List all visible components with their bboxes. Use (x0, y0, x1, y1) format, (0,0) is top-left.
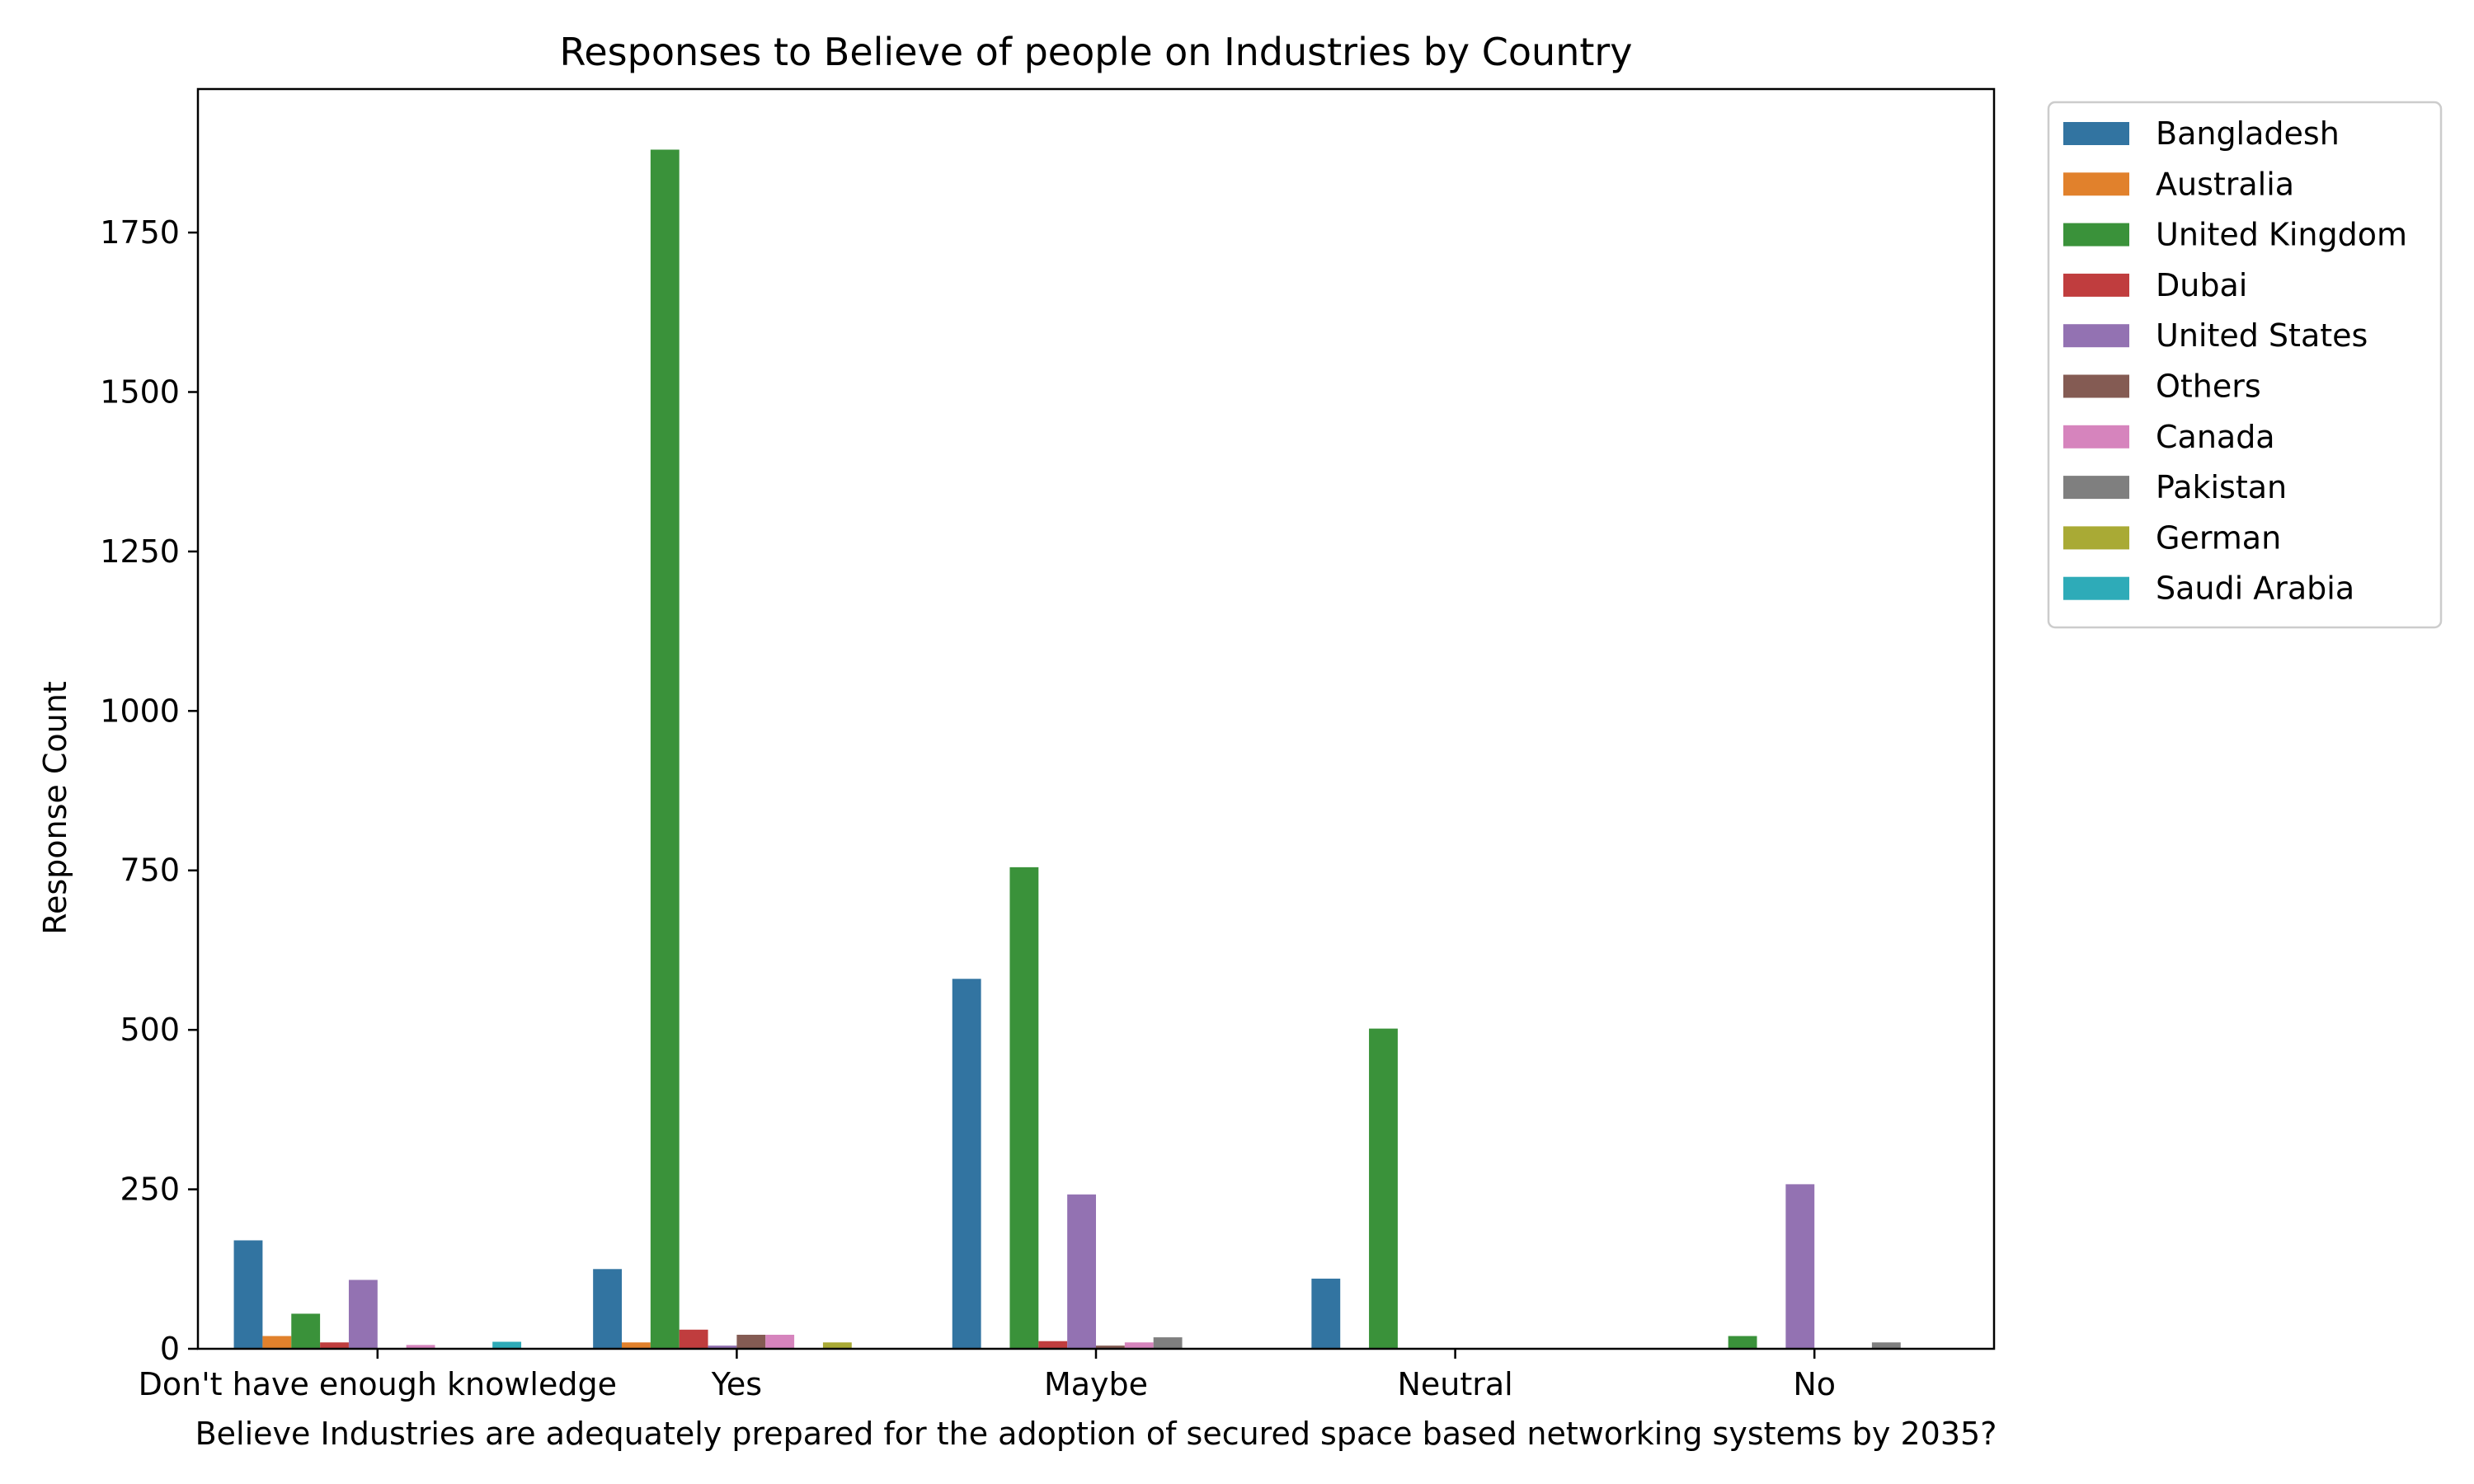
bar-united-kingdom-3 (1369, 1028, 1398, 1349)
y-tick-label: 250 (120, 1172, 180, 1208)
legend-entry: Saudi Arabia (2156, 571, 2354, 607)
legend-entry: Others (2156, 369, 2261, 405)
x-tick-label: Neutral (1397, 1366, 1512, 1402)
legend-swatch (2063, 122, 2129, 145)
legend-entry: Canada (2156, 419, 2275, 455)
bar-united-states-1 (708, 1345, 737, 1349)
bar-dubai-0 (320, 1342, 349, 1349)
bar-dubai-2 (1038, 1341, 1068, 1349)
legend-box (2047, 101, 2443, 629)
legend-swatch (2063, 223, 2129, 247)
legend-entry: Pakistan (2156, 469, 2287, 505)
bar-united-states-4 (1785, 1184, 1815, 1349)
bar-australia-0 (262, 1336, 292, 1349)
x-axis-label: Believe Industries are adequately prepar… (195, 1416, 1997, 1452)
legend-entry: United States (2156, 317, 2368, 354)
bar-canada-0 (406, 1345, 435, 1349)
bar-bangladesh-3 (1311, 1278, 1341, 1349)
bar-others-2 (1096, 1345, 1125, 1349)
x-tick-label: Don't have enough knowledge (139, 1366, 617, 1402)
y-tick-label: 1500 (100, 373, 180, 410)
legend-swatch (2063, 273, 2129, 297)
legend-entry: United Kingdom (2156, 217, 2407, 253)
bar-saudi-arabia-0 (492, 1341, 522, 1349)
bar-canada-1 (765, 1334, 795, 1349)
bar-dubai-1 (679, 1329, 708, 1349)
legend-swatch (2063, 324, 2129, 348)
legend-swatch (2063, 374, 2129, 398)
legend-entry: Bangladesh (2156, 115, 2340, 152)
legend-entry: Dubai (2156, 267, 2247, 303)
bar-pakistan-2 (1153, 1337, 1183, 1349)
x-tick-label: Yes (711, 1366, 762, 1402)
y-tick-label: 500 (120, 1012, 180, 1048)
bar-united-kingdom-2 (1009, 866, 1039, 1349)
legend-swatch (2063, 526, 2129, 550)
bar-united-kingdom-4 (1728, 1336, 1757, 1349)
y-axis-label: Response Count (37, 681, 73, 934)
legend-swatch (2063, 476, 2129, 500)
legend-swatch (2063, 576, 2129, 600)
y-tick-label: 1750 (100, 214, 180, 251)
plot-frame (196, 87, 1996, 1350)
x-tick-label: Maybe (1044, 1366, 1148, 1402)
bar-bangladesh-0 (233, 1240, 263, 1349)
bar-pakistan-4 (1871, 1342, 1901, 1349)
legend: Bangladesh Australia United Kingdom Dubai Un… (2047, 101, 2443, 629)
plot-area: 0 250 500 750 1000 1250 1500 1750 Don't have eno… (100, 87, 1996, 1402)
bar-others-1 (736, 1334, 766, 1349)
bar-canada-2 (1124, 1342, 1154, 1349)
legend-entry: Australia (2156, 166, 2294, 202)
y-tick-label: 750 (120, 852, 180, 889)
y-tick-label: 0 (160, 1331, 180, 1367)
bar-australia-1 (622, 1342, 651, 1349)
chart-title: Responses to Believe of people on Indust… (559, 30, 1632, 74)
bar-german-1 (822, 1342, 852, 1349)
bar-bangladesh-1 (593, 1269, 623, 1349)
legend-entry: German (2156, 519, 2281, 556)
bar-united-kingdom-1 (650, 149, 680, 1349)
bar-united-states-0 (348, 1280, 378, 1349)
legend-swatch (2063, 425, 2129, 448)
y-tick-label: 1000 (100, 693, 180, 729)
x-tick-label: No (1793, 1366, 1836, 1402)
legend-swatch (2063, 172, 2129, 196)
y-tick-label: 1250 (100, 533, 180, 570)
bar-united-states-2 (1067, 1194, 1096, 1349)
bar-bangladesh-2 (952, 979, 981, 1349)
bar-united-kingdom-0 (291, 1313, 321, 1349)
